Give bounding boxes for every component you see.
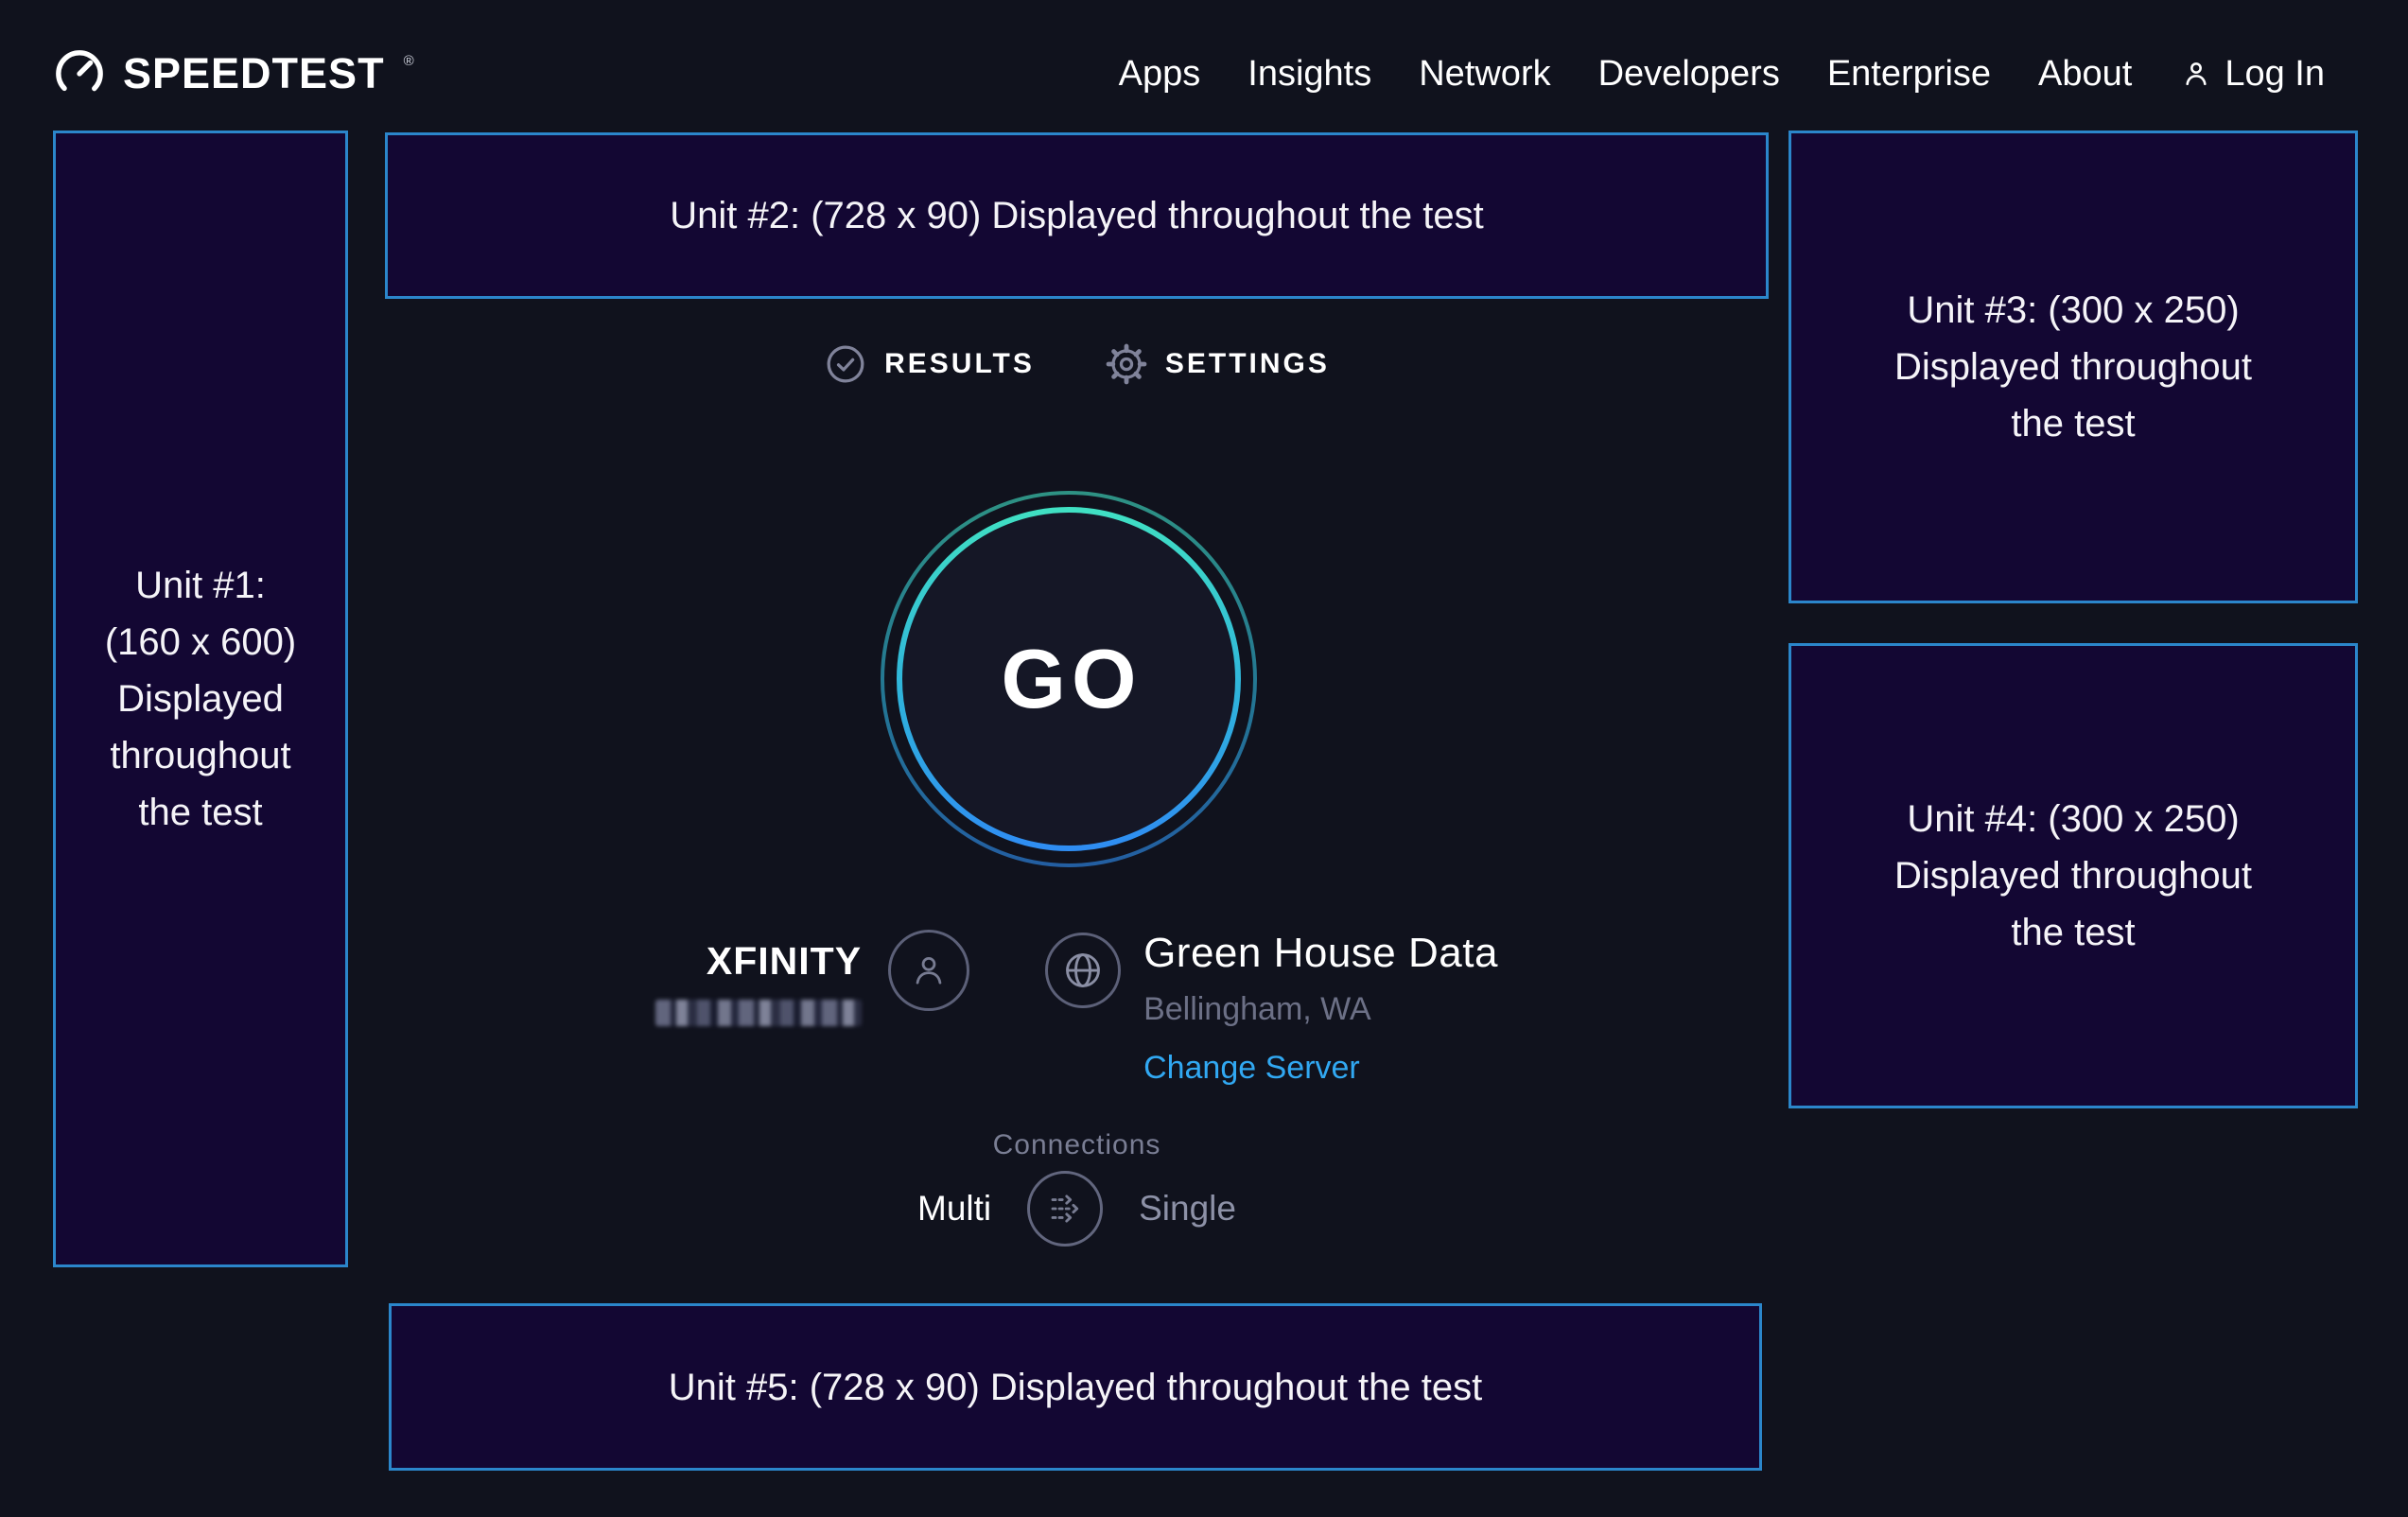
isp-user-circle-icon <box>888 930 970 1011</box>
speedometer-icon <box>56 50 103 97</box>
ad-unit-1[interactable]: Unit #1: (160 x 600) Displayed throughou… <box>53 131 348 1267</box>
tab-results[interactable]: RESULTS <box>824 342 1035 386</box>
server-globe-circle-icon <box>1045 933 1122 1008</box>
view-tabs: RESULTS SETTINGS <box>385 342 1769 386</box>
connections-toggle-icon[interactable] <box>1027 1171 1104 1247</box>
change-server-link[interactable]: Change Server <box>1143 1050 1360 1086</box>
header: SPEEDTEST ® Apps Insights Network Develo… <box>0 0 2408 134</box>
nav-item-insights[interactable]: Insights <box>1248 53 1372 94</box>
nav-item-about[interactable]: About <box>2038 53 2133 94</box>
login-label: Log In <box>2225 53 2325 94</box>
isp-name: XFINITY <box>706 939 863 983</box>
nav-item-enterprise[interactable]: Enterprise <box>1826 53 1992 94</box>
user-icon <box>916 956 942 985</box>
multi-connection-arrows-icon <box>1051 1194 1079 1223</box>
ad-unit-5-text: Unit #5: (728 x 90) Displayed throughout… <box>668 1366 1483 1408</box>
isp-info: XFINITY <box>655 930 970 1026</box>
connections-label: Connections <box>992 1129 1161 1160</box>
globe-icon <box>1066 953 1100 987</box>
connection-mode-toggle: Multi Single <box>385 1171 1769 1247</box>
single-option[interactable]: Single <box>1139 1189 1236 1228</box>
ad-unit-3-text: Unit #3: (300 x 250) Displayed throughou… <box>1893 289 2253 445</box>
main-nav: Apps Insights Network Developers Enterpr… <box>1119 54 2325 95</box>
ip-address-redacted <box>655 1000 863 1026</box>
nav-item-network[interactable]: Network <box>1419 53 1551 94</box>
go-button[interactable]: GO <box>878 488 1260 870</box>
go-button-rings <box>881 491 1257 867</box>
go-label: GO <box>1001 632 1143 725</box>
multi-option[interactable]: Multi <box>917 1189 992 1228</box>
logo-text: SPEEDTEST <box>123 49 385 97</box>
settings-label: SETTINGS <box>1164 348 1330 379</box>
ad-unit-2[interactable]: Unit #2: (728 x 90) Displayed throughout… <box>385 132 1769 299</box>
gear-icon <box>1106 343 1147 385</box>
nav-item-apps[interactable]: Apps <box>1118 53 1201 94</box>
results-label: RESULTS <box>884 348 1035 379</box>
check-circle-icon <box>827 345 864 383</box>
ad-unit-3[interactable]: Unit #3: (300 x 250) Displayed throughou… <box>1789 131 2358 603</box>
server-location: Bellingham, WA <box>1143 991 1371 1027</box>
logo[interactable]: SPEEDTEST ® <box>53 47 414 100</box>
ad-unit-5[interactable]: Unit #5: (728 x 90) Displayed throughout… <box>389 1303 1762 1471</box>
logo-trademark: ® <box>403 52 414 69</box>
server-info: Green House Data Bellingham, WA Change S… <box>1045 930 1498 1087</box>
user-icon <box>2186 62 2207 86</box>
server-name: Green House Data <box>1143 930 1498 976</box>
ad-unit-2-text: Unit #2: (728 x 90) Displayed throughout… <box>670 195 1484 236</box>
ad-unit-4-text: Unit #4: (300 x 250) Displayed throughou… <box>1893 798 2253 953</box>
ad-unit-1-text: Unit #1: (160 x 600) Displayed throughou… <box>104 565 297 833</box>
nav-item-developers[interactable]: Developers <box>1597 53 1780 94</box>
connection-info: XFINITY Green House Data Belling <box>385 930 1769 1087</box>
login-link[interactable]: Log In <box>2179 54 2325 95</box>
tab-settings[interactable]: SETTINGS <box>1105 342 1330 386</box>
ad-unit-4[interactable]: Unit #4: (300 x 250) Displayed throughou… <box>1789 643 2358 1108</box>
